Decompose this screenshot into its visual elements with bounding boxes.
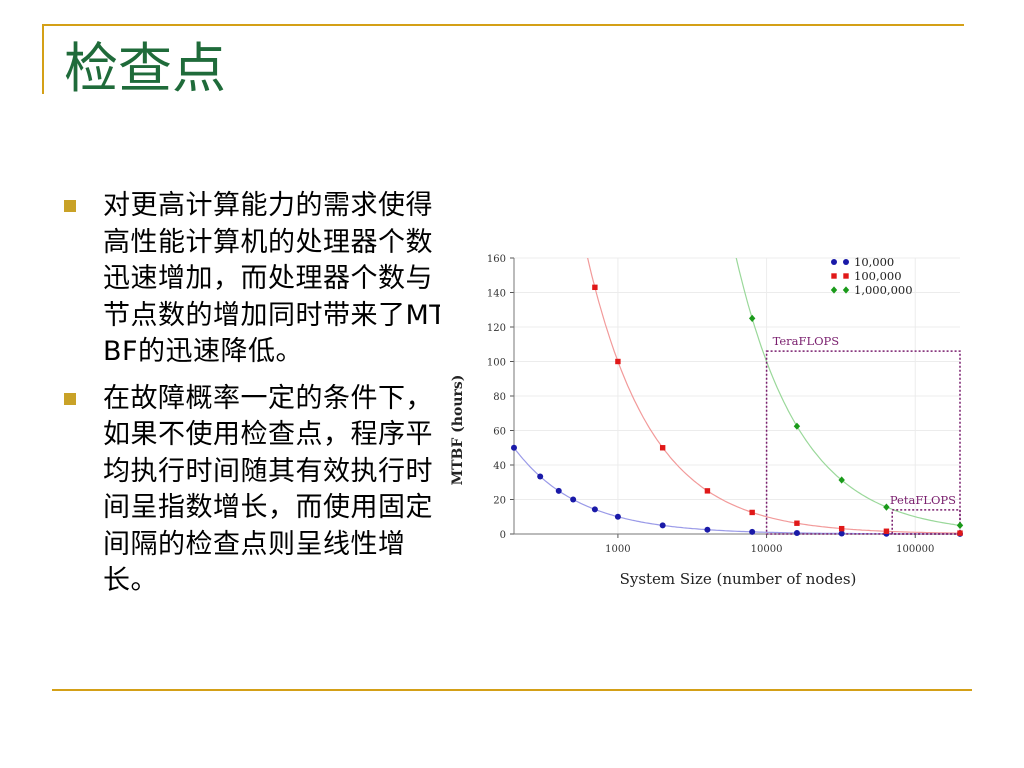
y-tick-label: 60 (493, 427, 506, 438)
y-tick-label: 100 (487, 358, 506, 369)
x-axis-label: System Size (number of nodes) (620, 570, 857, 588)
data-point (957, 530, 963, 536)
data-point (831, 259, 837, 265)
chart-annotations: TeraFLOPS PetaFLOPS (765, 334, 961, 535)
data-point (838, 530, 845, 537)
data-point (883, 528, 890, 534)
chart-grid (514, 257, 960, 535)
data-point (793, 529, 800, 536)
annotation-label: PetaFLOPS (890, 493, 956, 507)
y-tick-label: 20 (493, 496, 506, 507)
bullet-list: 对更高计算能力的需求使得高性能计算机的处理器个数迅速增加，而处理器个数与节点数的… (62, 188, 447, 610)
y-tick-label: 160 (487, 254, 506, 265)
left-rule (42, 24, 44, 94)
data-point (555, 487, 562, 494)
x-tick-label: 10000 (751, 544, 783, 555)
y-tick-label: 80 (493, 392, 506, 403)
data-point (570, 496, 577, 503)
x-tick-label: 1000 (605, 544, 630, 555)
bullet-text-1: 对更高计算能力的需求使得高性能计算机的处理器个数迅速增加，而处理器个数与节点数的… (103, 190, 447, 367)
top-rule (42, 24, 964, 26)
data-point (704, 526, 711, 533)
annotation-label: TeraFLOPS (773, 334, 840, 348)
square-bullet-icon (64, 392, 76, 405)
data-point (843, 259, 849, 265)
bullet-text-2: 在故障概率一定的条件下，如果不使用检查点，程序平均执行时间随其有效执行时间呈指数… (103, 382, 433, 597)
x-tick-label: 100000 (896, 544, 934, 555)
y-tick-label: 120 (487, 323, 506, 334)
data-point (537, 473, 544, 480)
mtbf-chart: 0 20 40 60 80 100 120 140 160 1000 10000 100000 Ter… (440, 240, 970, 600)
data-point (659, 522, 666, 529)
data-point (843, 273, 849, 279)
bottom-rule (52, 689, 972, 691)
data-point (614, 513, 621, 520)
square-bullet-icon (64, 200, 76, 212)
legend-label: 1,000,000 (854, 283, 913, 297)
data-point (704, 488, 711, 494)
y-tick-label: 140 (487, 289, 506, 300)
data-point (831, 273, 837, 279)
annotation-box (891, 509, 961, 535)
legend-label: 100,000 (854, 269, 902, 283)
data-point (511, 444, 517, 451)
data-point (659, 445, 666, 451)
bullet-item-2: 在故障概率一定的条件下，如果不使用检查点，程序平均执行时间随其有效执行时间呈指数… (62, 381, 447, 600)
y-axis-label: MTBF (hours) (450, 375, 466, 486)
legend-label: 10,000 (854, 255, 894, 269)
data-point (749, 509, 755, 516)
data-point (591, 506, 598, 513)
annotation-box (765, 350, 961, 535)
chart-points (511, 284, 964, 537)
data-point (793, 422, 801, 430)
data-point (842, 286, 850, 294)
y-tick-label: 0 (500, 530, 506, 541)
data-point (883, 503, 890, 511)
chart-axes: 0 20 40 60 80 100 120 140 160 1000 10000 100000 (487, 254, 960, 555)
bullet-item-1: 对更高计算能力的需求使得高性能计算机的处理器个数迅速增加，而处理器个数与节点数的… (62, 188, 447, 371)
data-point (592, 284, 598, 291)
data-point (749, 528, 756, 535)
slide-title: 检查点 (64, 37, 226, 100)
data-point (956, 521, 964, 529)
data-point (615, 358, 621, 365)
y-tick-label: 40 (493, 461, 506, 472)
chart-background (440, 240, 970, 600)
data-point (794, 520, 800, 526)
data-point (748, 314, 756, 322)
data-point (838, 525, 845, 532)
data-point (830, 286, 838, 294)
